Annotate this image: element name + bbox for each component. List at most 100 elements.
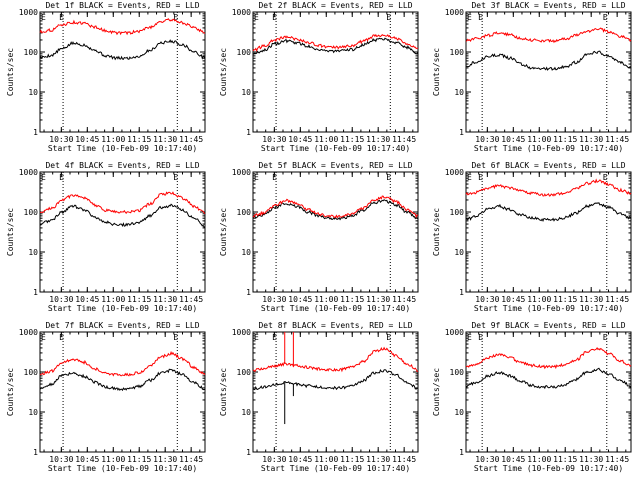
series-line-lld (39, 350, 206, 377)
event-marker-label: E (467, 333, 472, 342)
x-tick-label: 10:45 (288, 295, 312, 304)
y-tick-label: 10 (454, 88, 464, 97)
y-tick-label: 1000 (19, 8, 38, 17)
event-marker-label: E (478, 173, 483, 182)
x-tick-label: 11:45 (179, 135, 203, 144)
y-axis-label: Counts/sec (219, 368, 228, 416)
event-marker-label: E (59, 333, 64, 342)
series-line-lld (252, 195, 419, 219)
detector-chart-6: Det 6f BLACK = Events, RED = LLD 1 10 100 10… (432, 161, 632, 313)
event-marker-label: E (41, 333, 46, 342)
x-tick-label: 11:00 (101, 455, 125, 464)
y-tick-label: 1 (246, 448, 251, 457)
x-tick-label: 10:30 (262, 295, 286, 304)
plot-frame (465, 11, 632, 133)
detector-chart-4: Det 4f BLACK = Events, RED = LLD 1 10 100 10… (6, 161, 206, 313)
y-tick-label: 100 (450, 208, 465, 217)
x-tick-label: 10:30 (49, 455, 73, 464)
y-tick-label: 100 (24, 48, 39, 57)
y-tick-label: 1 (459, 448, 464, 457)
y-axis-label: Counts/sec (6, 48, 15, 96)
event-marker-label: E (173, 173, 178, 182)
plot-frame (39, 11, 206, 133)
x-tick-label: 11:45 (179, 455, 203, 464)
series-line-lld (465, 347, 632, 370)
x-tick-label: 11:30 (579, 135, 603, 144)
plot-frame (252, 171, 419, 293)
event-marker-label: E (386, 173, 391, 182)
x-axis-label: Start Time (10-Feb-09 10:17:40) (474, 304, 623, 313)
series-line-events (39, 368, 206, 392)
x-tick-label: 11:30 (366, 135, 390, 144)
x-tick-label: 10:45 (75, 135, 99, 144)
event-marker-label: E (478, 13, 483, 22)
y-tick-label: 1 (459, 128, 464, 137)
y-axis-label: Counts/sec (219, 48, 228, 96)
x-tick-label: 10:45 (501, 455, 525, 464)
x-tick-label: 11:15 (340, 135, 364, 144)
x-tick-label: 10:45 (501, 135, 525, 144)
detector-chart-1: Det 1f BLACK = Events, RED = LLD 1 10 100 10… (6, 1, 206, 153)
x-axis-label: Start Time (10-Feb-09 10:17:40) (261, 304, 410, 313)
x-tick-label: 11:00 (527, 455, 551, 464)
x-tick-label: 11:30 (153, 295, 177, 304)
x-tick-label: 11:30 (579, 455, 603, 464)
series-line-lld (252, 346, 419, 373)
chart-title: Det 8f BLACK = Events, RED = LLD (258, 321, 412, 330)
event-marker-label: E (478, 333, 483, 342)
x-tick-label: 10:30 (475, 455, 499, 464)
x-tick-label: 11:15 (340, 455, 364, 464)
y-tick-label: 10 (454, 248, 464, 257)
y-tick-label: 100 (237, 48, 252, 57)
x-tick-label: 11:00 (101, 295, 125, 304)
x-tick-label: 10:30 (49, 135, 73, 144)
x-tick-label: 11:00 (527, 295, 551, 304)
y-axis-label: Counts/sec (6, 368, 15, 416)
y-tick-label: 100 (24, 368, 39, 377)
event-marker-label: E (272, 333, 277, 342)
series-line-events (252, 37, 419, 55)
x-tick-label: 11:00 (314, 135, 338, 144)
chart-title: Det 7f BLACK = Events, RED = LLD (45, 321, 199, 330)
series-line-events (39, 39, 206, 61)
x-axis-label: Start Time (10-Feb-09 10:17:40) (48, 304, 197, 313)
series-line-lld (39, 18, 206, 36)
x-tick-label: 11:30 (579, 295, 603, 304)
x-tick-label: 11:15 (127, 295, 151, 304)
event-marker-label: E (467, 13, 472, 22)
series-line-events (465, 367, 632, 390)
y-tick-label: 100 (237, 368, 252, 377)
x-tick-label: 10:45 (288, 135, 312, 144)
y-tick-label: 10 (28, 408, 38, 417)
series-line-events (465, 202, 632, 223)
y-tick-label: 1 (459, 288, 464, 297)
x-tick-label: 10:45 (75, 295, 99, 304)
plot-frame (252, 331, 419, 453)
event-marker-label: E (603, 333, 608, 342)
plot-frame (39, 171, 206, 293)
x-tick-label: 11:45 (605, 455, 629, 464)
chart-title: Det 9f BLACK = Events, RED = LLD (471, 321, 625, 330)
x-axis-label: Start Time (10-Feb-09 10:17:40) (261, 464, 410, 473)
series-line-events (465, 50, 632, 71)
x-tick-label: 11:00 (527, 135, 551, 144)
event-marker-label: E (386, 333, 391, 342)
y-tick-label: 1000 (445, 168, 464, 177)
event-marker-label: E (467, 173, 472, 182)
y-tick-label: 10 (241, 88, 251, 97)
x-tick-label: 11:00 (314, 455, 338, 464)
x-tick-label: 11:30 (153, 455, 177, 464)
x-tick-label: 11:30 (366, 455, 390, 464)
x-tick-label: 11:15 (127, 455, 151, 464)
y-tick-label: 10 (241, 248, 251, 257)
event-marker-label: E (41, 173, 46, 182)
y-tick-label: 100 (450, 368, 465, 377)
plot-frame (465, 331, 632, 453)
y-tick-label: 1000 (445, 328, 464, 337)
event-marker-label: E (173, 333, 178, 342)
series-line-lld (465, 178, 632, 197)
y-tick-label: 1000 (232, 328, 251, 337)
x-tick-label: 11:45 (605, 295, 629, 304)
x-tick-label: 10:30 (475, 295, 499, 304)
